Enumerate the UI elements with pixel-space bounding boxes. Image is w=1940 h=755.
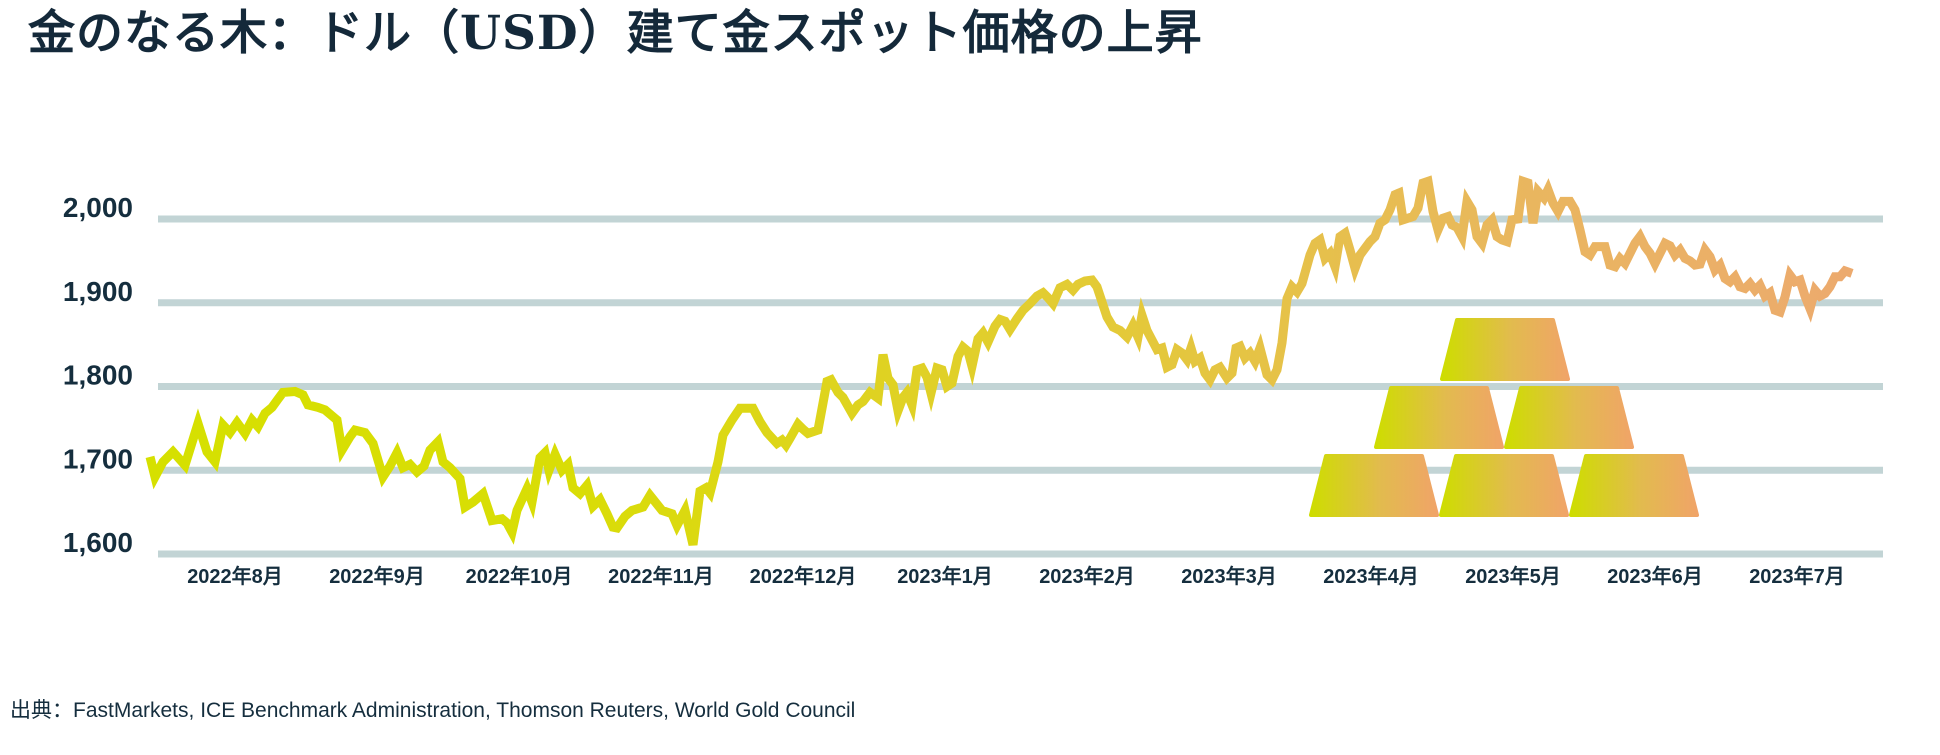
gold-bar-icon xyxy=(1440,318,1570,381)
x-axis-label-4: 2022年12月 xyxy=(750,564,857,588)
x-axis-label-10: 2023年6月 xyxy=(1607,564,1703,588)
gold-bar-icon xyxy=(1439,454,1569,517)
source-attribution: 出典：FastMarkets, ICE Benchmark Administra… xyxy=(10,699,856,722)
x-axis-label-0: 2022年8月 xyxy=(187,564,283,588)
y-axis-label-1800: 1,800 xyxy=(63,360,133,391)
x-axis-label-7: 2023年3月 xyxy=(1181,564,1277,588)
gold-bar-icon xyxy=(1309,454,1439,517)
x-axis-label-2: 2022年10月 xyxy=(466,564,573,588)
gold-bar-icon xyxy=(1374,386,1504,449)
x-axis-label-8: 2023年4月 xyxy=(1323,564,1419,588)
y-axis-label-1700: 1,700 xyxy=(63,443,133,474)
chart-title: 金のなる木：ドル（USD）建て金スポット価格の上昇 xyxy=(28,6,1203,61)
x-axis-label-6: 2023年2月 xyxy=(1039,564,1135,588)
gold-bar-icon xyxy=(1569,454,1699,517)
x-axis-label-11: 2023年7月 xyxy=(1749,564,1845,588)
x-axis-label-9: 2023年5月 xyxy=(1465,564,1561,588)
gold-price-series-line xyxy=(145,175,1854,546)
x-axis-label-3: 2022年11月 xyxy=(608,564,714,588)
x-axis-label-5: 2023年1月 xyxy=(897,564,993,588)
y-axis-label-2000: 2,000 xyxy=(63,192,133,223)
y-axis-label-1900: 1,900 xyxy=(63,276,133,307)
y-axis-label-1600: 1,600 xyxy=(63,527,133,558)
gold-bar-icon xyxy=(1504,386,1634,449)
x-axis-label-1: 2022年9月 xyxy=(329,564,425,588)
